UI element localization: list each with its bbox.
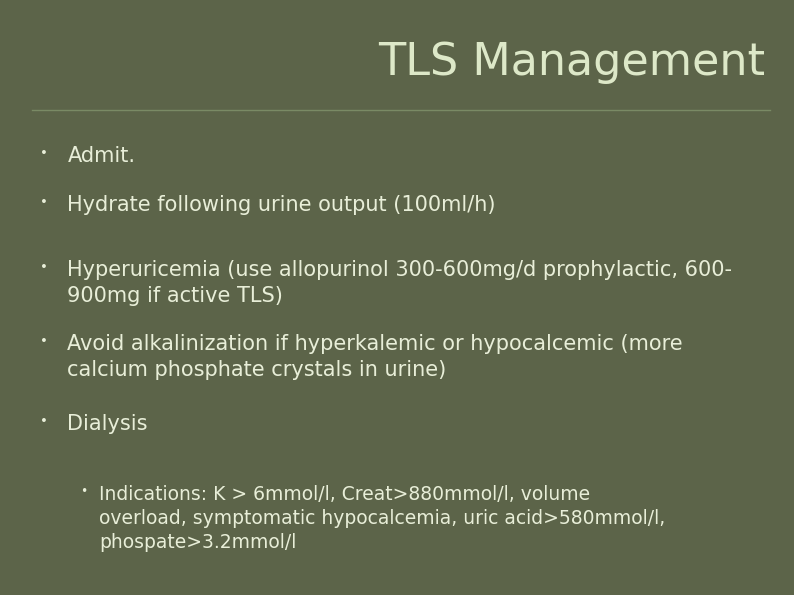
Text: Admit.: Admit. bbox=[67, 146, 136, 166]
Text: •: • bbox=[40, 414, 48, 428]
Text: Hyperuricemia (use allopurinol 300-600mg/d prophylactic, 600-
900mg if active TL: Hyperuricemia (use allopurinol 300-600mg… bbox=[67, 260, 733, 306]
Text: •: • bbox=[40, 334, 48, 349]
Text: •: • bbox=[40, 195, 48, 209]
Text: Dialysis: Dialysis bbox=[67, 414, 148, 434]
Text: Indications: K > 6mmol/l, Creat>880mmol/l, volume
overload, symptomatic hypocalc: Indications: K > 6mmol/l, Creat>880mmol/… bbox=[99, 485, 665, 552]
Text: Avoid alkalinization if hyperkalemic or hypocalcemic (more
calcium phosphate cry: Avoid alkalinization if hyperkalemic or … bbox=[67, 334, 683, 380]
Text: TLS Management: TLS Management bbox=[378, 41, 765, 84]
Text: •: • bbox=[79, 485, 87, 498]
FancyBboxPatch shape bbox=[8, 6, 786, 589]
Text: •: • bbox=[40, 260, 48, 274]
Text: Hydrate following urine output (100ml/h): Hydrate following urine output (100ml/h) bbox=[67, 195, 496, 215]
Text: •: • bbox=[40, 146, 48, 160]
